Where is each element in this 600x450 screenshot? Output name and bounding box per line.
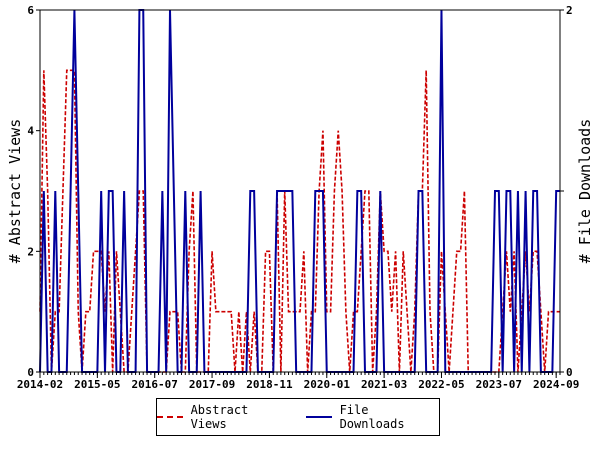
x-tick-label: 2022-05 xyxy=(418,378,464,391)
y-tick-label-left: 4 xyxy=(27,125,34,138)
y-tick-label-right: 0 xyxy=(566,366,573,379)
legend-item-abstract-views: Abstract Views xyxy=(157,403,290,431)
x-tick-label: 2018-11 xyxy=(246,378,293,391)
legend-swatch-file-downloads xyxy=(306,416,332,418)
y-tick-label-left: 2 xyxy=(27,245,34,258)
x-tick-label: 2014-02 xyxy=(17,378,63,391)
series-line-file-downloads xyxy=(39,9,560,373)
y-tick-label-right: 2 xyxy=(566,4,573,17)
y-tick-label-left: 6 xyxy=(27,4,34,17)
plot-frame xyxy=(39,9,561,373)
ticks-layer: 0 2 4 6 0 2 2014-02 2015-05 2016-07 2017-09 2018-1… xyxy=(17,4,580,391)
series-line-abstract-views xyxy=(39,69,560,373)
x-tick-label: 2021-03 xyxy=(361,378,407,391)
legend-item-file-downloads: File Downloads xyxy=(306,403,439,431)
legend-label-abstract-views: Abstract Views xyxy=(190,403,249,431)
x-tick-label: 2020-01 xyxy=(304,378,351,391)
x-tick-label: 2023-07 xyxy=(476,378,522,391)
legend-swatch-abstract-views xyxy=(157,416,183,418)
x-tick-label: 2017-09 xyxy=(189,378,235,391)
legend-label-file-downloads: File Downloads xyxy=(339,403,405,431)
y-tick-label-left: 0 xyxy=(27,366,34,379)
y-axis-label-right: # File Downloads xyxy=(576,119,594,264)
y-axis-label-left: # Abstract Views xyxy=(6,119,24,264)
x-tick-label: 2024-09 xyxy=(533,378,579,391)
series-layer xyxy=(39,9,560,373)
x-tick-label: 2015-05 xyxy=(74,378,120,391)
legend: Abstract Views File Downloads xyxy=(156,398,440,436)
x-tick-label: 2016-07 xyxy=(132,378,178,391)
